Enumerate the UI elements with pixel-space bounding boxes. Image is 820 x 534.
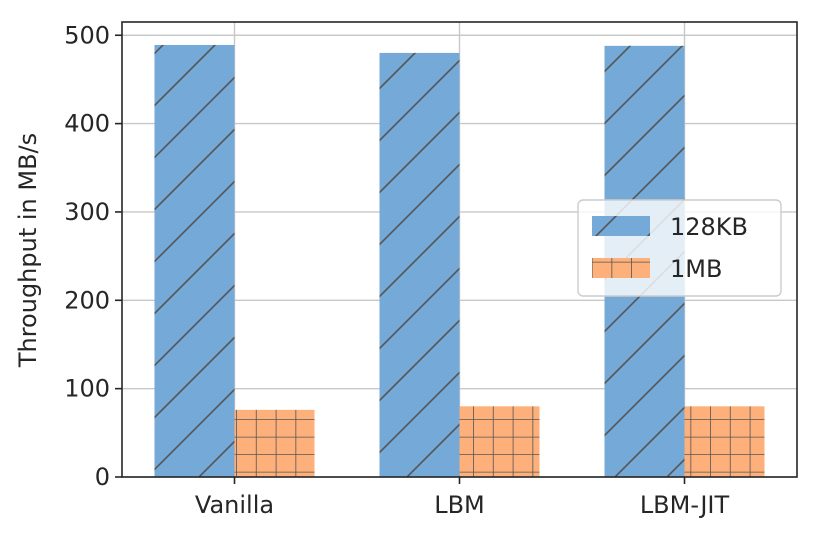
legend-label: 128KB — [670, 213, 748, 241]
bar-hatch — [154, 44, 235, 477]
y-tick-label: 300 — [64, 198, 110, 226]
legend-item-1MB: 1MB — [592, 255, 722, 283]
bar-1MB-LBM — [459, 406, 540, 477]
y-tick-label: 0 — [95, 463, 110, 491]
bar-128KB-LBM — [379, 52, 460, 477]
bar-128KB-Vanilla — [154, 44, 235, 477]
bar-1MB-Vanilla — [234, 409, 315, 477]
bar-hatch — [459, 406, 540, 477]
bar-hatch — [234, 409, 315, 477]
legend-label: 1MB — [670, 255, 722, 283]
legend: 128KB 1MB — [577, 199, 782, 297]
legend-swatch-hatch — [592, 216, 650, 236]
y-tick-label: 400 — [64, 110, 110, 138]
legend-item-128KB: 128KB — [592, 213, 748, 241]
bar-hatch — [379, 52, 460, 477]
y-tick-label: 200 — [64, 286, 110, 314]
bar-hatch — [684, 406, 765, 477]
x-tick-label: Vanilla — [195, 491, 274, 519]
x-tick-label: LBM-JIT — [640, 491, 730, 519]
y-axis-label: Throughput in MB/s — [14, 133, 42, 368]
tick-labels: 0 100 200 300 400 500 Vanilla LBM LBM-JIT — [64, 21, 729, 519]
bar-1MB-LBM-JIT — [684, 406, 765, 477]
legend-swatch-hatch — [592, 258, 650, 278]
y-tick-label: 500 — [64, 21, 110, 49]
y-tick-label: 100 — [64, 375, 110, 403]
axes — [115, 21, 798, 484]
x-tick-label: LBM — [434, 491, 485, 519]
